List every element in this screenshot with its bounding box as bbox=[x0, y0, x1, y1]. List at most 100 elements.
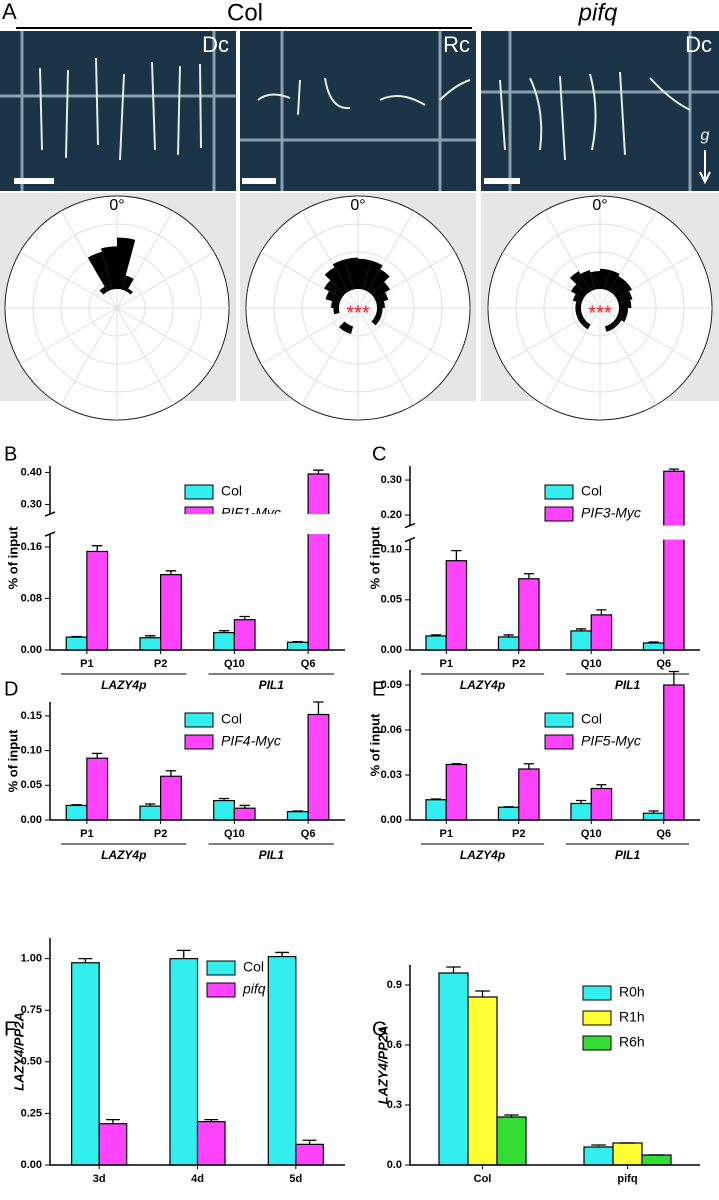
sector bbox=[324, 267, 349, 295]
group-label: PIL1 bbox=[259, 678, 285, 692]
group-label: PIL1 bbox=[259, 848, 285, 862]
error-bar bbox=[648, 810, 659, 814]
sector bbox=[367, 269, 390, 295]
sector bbox=[371, 317, 380, 326]
legend-label: PIF3-Myc bbox=[581, 505, 641, 521]
x-tick-label: Q6 bbox=[301, 828, 316, 840]
x-tick-label: P1 bbox=[440, 658, 453, 670]
sector bbox=[578, 317, 587, 326]
bar bbox=[570, 630, 592, 651]
y-tick-label: 0.75 bbox=[21, 1004, 42, 1016]
y-tick-label: 0.25 bbox=[21, 1107, 42, 1119]
x-tick-label: 3d bbox=[93, 1173, 106, 1185]
scale-bar bbox=[242, 178, 276, 184]
sector bbox=[616, 291, 633, 304]
theta-grid bbox=[502, 251, 601, 309]
y-tick-label: 0.20 bbox=[381, 509, 402, 521]
sector bbox=[344, 257, 358, 290]
sector bbox=[570, 284, 587, 299]
seedlings bbox=[499, 71, 691, 161]
legend-swatch bbox=[206, 960, 236, 976]
x-tick-label: Q10 bbox=[224, 658, 245, 670]
error-bar bbox=[145, 635, 156, 638]
error-bar bbox=[576, 628, 587, 631]
sector bbox=[117, 237, 136, 290]
sector bbox=[126, 288, 133, 295]
legend-label: Col bbox=[243, 959, 264, 975]
sector bbox=[332, 259, 354, 292]
sector bbox=[374, 292, 389, 304]
error-bar bbox=[239, 804, 250, 809]
photo: Dc g bbox=[481, 31, 719, 191]
error-bar bbox=[165, 570, 177, 575]
sector bbox=[121, 275, 134, 292]
group-label: LAZY4p bbox=[101, 678, 146, 692]
error-bar bbox=[275, 951, 289, 957]
x-tick-label: Q6 bbox=[301, 658, 316, 670]
bar bbox=[445, 763, 468, 821]
photo-background bbox=[481, 31, 719, 191]
theta-grid bbox=[599, 210, 657, 309]
group-label: LAZY4p bbox=[460, 678, 505, 692]
error-bar bbox=[475, 990, 490, 997]
bar bbox=[663, 684, 685, 821]
x-tick-label: Q6 bbox=[656, 658, 671, 670]
legend-swatch bbox=[184, 484, 214, 500]
x-tick-label: 4d bbox=[191, 1173, 204, 1185]
x-tick-label: Q10 bbox=[581, 828, 602, 840]
y-tick-label: 0.15 bbox=[21, 710, 42, 722]
error-bar bbox=[106, 1118, 120, 1124]
scale-bar bbox=[14, 178, 54, 184]
error-bar bbox=[576, 799, 587, 804]
theta-grid bbox=[357, 307, 415, 406]
x-tick-label: P1 bbox=[80, 658, 93, 670]
y-axis-label: % of input bbox=[5, 729, 20, 792]
legend-label: R6h bbox=[619, 1034, 645, 1050]
bar bbox=[267, 955, 297, 1166]
bar bbox=[590, 787, 613, 821]
y-tick-label: 0.00 bbox=[381, 814, 402, 826]
legend-label: Col bbox=[221, 711, 242, 727]
bar bbox=[425, 635, 447, 651]
panel-label: B bbox=[4, 443, 17, 465]
error-bar bbox=[313, 469, 324, 475]
theta-label: 0° bbox=[592, 197, 607, 214]
error-bar bbox=[176, 949, 191, 959]
significance: *** bbox=[346, 302, 370, 324]
bar bbox=[663, 470, 685, 651]
photo-background bbox=[240, 31, 476, 191]
x-tick-label: P2 bbox=[512, 658, 525, 670]
bar bbox=[641, 1154, 672, 1166]
sector bbox=[569, 271, 591, 295]
x-tick-label: pifq bbox=[617, 1173, 637, 1185]
bar bbox=[612, 1142, 643, 1166]
legend-swatch bbox=[582, 1035, 612, 1051]
sector bbox=[590, 271, 600, 290]
bar bbox=[86, 757, 109, 821]
significance: *** bbox=[588, 302, 612, 324]
x-tick-label: Q6 bbox=[656, 828, 671, 840]
photo-label: Rc bbox=[443, 32, 470, 57]
y-tick-label: 0.0 bbox=[387, 1159, 402, 1171]
photo: Rc bbox=[240, 31, 476, 191]
bar bbox=[213, 799, 235, 821]
bar bbox=[496, 1116, 527, 1166]
bar bbox=[642, 812, 665, 821]
legend-label: pifq bbox=[242, 981, 266, 997]
error-bar bbox=[648, 641, 659, 643]
y-tick-label: 0.30 bbox=[21, 498, 42, 510]
y-tick-label: 0.16 bbox=[21, 541, 42, 553]
bar bbox=[139, 805, 162, 821]
sector bbox=[582, 321, 591, 330]
bar bbox=[65, 636, 88, 651]
seedlings bbox=[39, 57, 202, 161]
legend-label: Col bbox=[581, 711, 602, 727]
y-tick-label: 0.10 bbox=[381, 544, 402, 556]
sector bbox=[609, 321, 618, 330]
error-bar bbox=[523, 573, 534, 579]
bar bbox=[160, 775, 182, 821]
bar bbox=[497, 636, 520, 651]
bar bbox=[233, 807, 256, 821]
y-axis-label: LAZY4/PP2A bbox=[375, 1026, 390, 1105]
group-label: PIL1 bbox=[615, 678, 641, 692]
